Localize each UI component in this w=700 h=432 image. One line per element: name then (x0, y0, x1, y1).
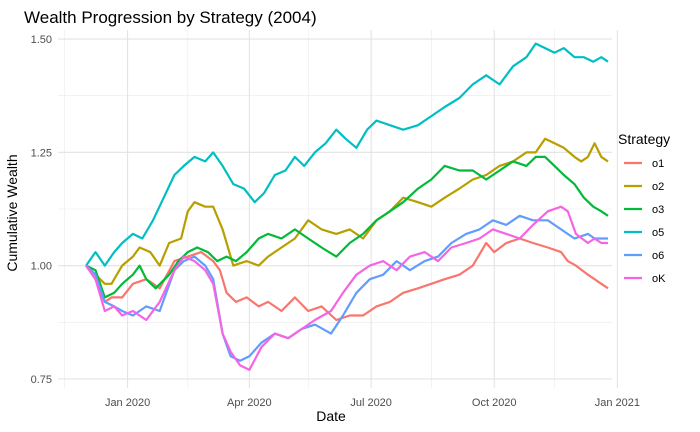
series-line-o5 (85, 42, 609, 267)
series-line-o2 (85, 137, 609, 285)
y-tick-label: 1.00 (31, 261, 52, 273)
legend-title: Strategy (618, 131, 670, 147)
series-line-o6 (85, 214, 608, 362)
x-tick-label: Apr 2020 (227, 397, 272, 409)
y-axis-ticks: 0.75 1.00 1.25 1.50 (31, 34, 52, 386)
legend-label-o1: o1 (652, 158, 664, 170)
x-tick-label: Jul 2020 (350, 397, 392, 409)
legend-label-o3: o3 (652, 204, 664, 216)
series-line-o3 (85, 155, 609, 299)
legend-label-o5: o5 (652, 227, 664, 239)
x-axis-title: Date (316, 408, 346, 424)
x-tick-label: Jan 2020 (105, 397, 150, 409)
series-line-oK (85, 205, 608, 371)
y-tick-label: 1.50 (31, 34, 52, 46)
y-tick-label: 1.25 (31, 147, 52, 159)
x-tick-label: Jan 2021 (595, 397, 640, 409)
legend-label-o6: o6 (652, 250, 664, 262)
legend-label-o2: o2 (652, 181, 664, 193)
series-lines (85, 42, 609, 371)
y-axis-title: Cumulative Wealth (4, 154, 20, 271)
legend-label-oK: oK (652, 273, 666, 285)
y-tick-label: 0.75 (31, 374, 52, 386)
x-axis-ticks: Jan 2020 Apr 2020 Jul 2020 Oct 2020 Jan 2021 (105, 397, 640, 409)
x-tick-label: Oct 2020 (472, 397, 517, 409)
chart-title: Wealth Progression by Strategy (2004) (24, 8, 317, 27)
grid (58, 30, 618, 388)
legend-items: o1 o2 o3 o5 o6 oK (624, 158, 666, 285)
legend: Strategy o1 o2 o3 o5 o6 oK (618, 131, 670, 285)
series-line-o1 (85, 237, 609, 322)
